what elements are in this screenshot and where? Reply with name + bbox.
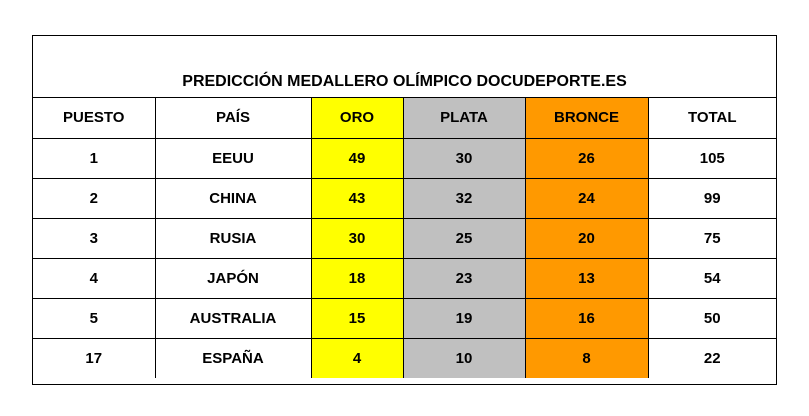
header-total: TOTAL	[647, 98, 776, 139]
header-row: PUESTO PAÍS ORO PLATA BRONCE TOTAL	[33, 98, 776, 139]
header-puesto: PUESTO	[33, 98, 156, 139]
cell-total: 54	[647, 257, 776, 299]
cell-total: 22	[647, 337, 776, 378]
cell-puesto: 3	[33, 217, 156, 259]
cell-puesto: 17	[33, 337, 156, 378]
cell-total: 99	[647, 177, 776, 219]
cell-pais: JAPÓN	[154, 257, 312, 299]
cell-pais: ESPAÑA	[154, 337, 312, 378]
cell-pais: AUSTRALIA	[154, 297, 312, 339]
cell-bronce: 26	[524, 137, 649, 179]
table-row: 2 CHINA 43 32 24 99	[33, 177, 776, 219]
cell-pais: EEUU	[154, 137, 312, 179]
cell-pais: CHINA	[154, 177, 312, 219]
header-oro: ORO	[310, 98, 404, 139]
cell-plata: 10	[402, 337, 526, 378]
cell-plata: 19	[402, 297, 526, 339]
cell-plata: 25	[402, 217, 526, 259]
header-pais: PAÍS	[154, 98, 312, 139]
medal-table-sheet: PREDICCIÓN MEDALLERO OLÍMPICO DOCUDEPORT…	[32, 35, 777, 385]
cell-total: 50	[647, 297, 776, 339]
cell-puesto: 4	[33, 257, 156, 299]
cell-oro: 4	[310, 337, 404, 378]
cell-oro: 30	[310, 217, 404, 259]
table-row: 4 JAPÓN 18 23 13 54	[33, 257, 776, 299]
cell-pais: RUSIA	[154, 217, 312, 259]
medal-table: PUESTO PAÍS ORO PLATA BRONCE TOTAL 1 EEU…	[33, 98, 776, 378]
cell-total: 75	[647, 217, 776, 259]
table-row: 5 AUSTRALIA 15 19 16 50	[33, 297, 776, 339]
table-row: 3 RUSIA 30 25 20 75	[33, 217, 776, 259]
cell-bronce: 13	[524, 257, 649, 299]
cell-plata: 32	[402, 177, 526, 219]
cell-puesto: 5	[33, 297, 156, 339]
cell-bronce: 20	[524, 217, 649, 259]
header-plata: PLATA	[402, 98, 526, 139]
cell-puesto: 1	[33, 137, 156, 179]
cell-total: 105	[647, 137, 776, 179]
cell-plata: 30	[402, 137, 526, 179]
table-row: 1 EEUU 49 30 26 105	[33, 137, 776, 179]
cell-plata: 23	[402, 257, 526, 299]
cell-oro: 15	[310, 297, 404, 339]
cell-bronce: 24	[524, 177, 649, 219]
cell-puesto: 2	[33, 177, 156, 219]
cell-bronce: 8	[524, 337, 649, 378]
cell-oro: 49	[310, 137, 404, 179]
table-title: PREDICCIÓN MEDALLERO OLÍMPICO DOCUDEPORT…	[33, 36, 776, 98]
table-row: 17 ESPAÑA 4 10 8 22	[33, 337, 776, 378]
cell-bronce: 16	[524, 297, 649, 339]
cell-oro: 18	[310, 257, 404, 299]
cell-oro: 43	[310, 177, 404, 219]
header-bronce: BRONCE	[524, 98, 649, 139]
